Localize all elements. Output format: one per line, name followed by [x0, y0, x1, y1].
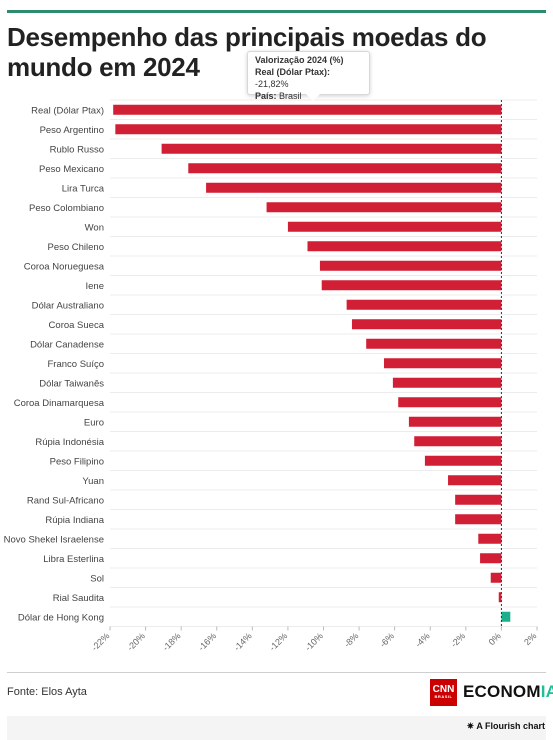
bar[interactable] [498, 592, 502, 603]
tooltip-country-label: País: [255, 91, 277, 101]
bar[interactable] [490, 572, 502, 583]
chart-title: Desempenho das principais moedas do mund… [7, 22, 487, 82]
x-tick-label: -2% [449, 631, 467, 649]
bar[interactable] [480, 553, 502, 564]
category-label: Lira Turca [62, 183, 105, 194]
bar[interactable] [113, 104, 502, 115]
footer-divider [7, 672, 546, 673]
bar[interactable] [346, 299, 502, 310]
source-note: Fonte: Elos Ayta [7, 686, 87, 698]
category-label: Peso Mexicano [39, 164, 104, 175]
bar[interactable] [351, 319, 502, 330]
bar[interactable] [366, 338, 502, 349]
economia-wordmark-accent: IA [540, 682, 553, 701]
bar[interactable] [188, 163, 502, 174]
x-tick-label: -8% [342, 631, 360, 649]
bar[interactable] [398, 397, 502, 408]
bar[interactable] [455, 514, 502, 525]
x-tick-label: -20% [125, 631, 147, 653]
cnn-logo-subtext: BRASIL [434, 694, 453, 699]
x-tick-label: -12% [267, 631, 289, 653]
category-label: Coroa Dinamarquesa [14, 398, 105, 409]
bar[interactable] [307, 241, 502, 252]
bar[interactable] [392, 377, 502, 388]
bar[interactable] [408, 416, 502, 427]
category-label: Rúpia Indonésia [35, 437, 104, 448]
economia-wordmark: ECONOMIA [463, 682, 553, 702]
bar[interactable] [455, 494, 502, 505]
category-label: Novo Shekel Israelense [4, 534, 104, 545]
category-label: Peso Argentino [40, 125, 104, 136]
footer-band [7, 716, 546, 740]
x-tick-label: -6% [378, 631, 396, 649]
category-label: Franco Suíço [48, 359, 105, 370]
category-label: Peso Colombiano [29, 203, 104, 214]
category-label: Peso Chileno [47, 242, 104, 253]
cnn-economia-logo[interactable]: CNN BRASIL ECONOMIA [430, 677, 553, 707]
bar[interactable] [206, 182, 502, 193]
bar[interactable] [478, 533, 502, 544]
tooltip-heading: Valorização 2024 (%) [255, 55, 344, 65]
category-label: Dólar de Hong Kong [18, 612, 104, 623]
category-label: Rial Saudita [53, 593, 105, 604]
category-label: Coroa Norueguesa [24, 261, 105, 272]
bar[interactable] [321, 280, 502, 291]
category-label: Libra Esterlina [43, 554, 104, 565]
category-label: Euro [84, 417, 104, 428]
x-tick-label: -4% [413, 631, 431, 649]
category-label: Rublo Russo [50, 144, 104, 155]
bar[interactable] [115, 124, 502, 135]
bar[interactable] [287, 221, 502, 232]
flourish-attribution[interactable]: ✷ A Flourish chart [467, 721, 545, 732]
x-tick-label: -16% [196, 631, 218, 653]
category-label: Peso Filipino [50, 456, 104, 467]
category-label: Rand Sul-Africano [27, 495, 104, 506]
category-label: Coroa Sueca [49, 320, 105, 331]
bar[interactable] [501, 611, 511, 622]
bar[interactable] [383, 358, 502, 369]
x-tick-label: -14% [232, 631, 254, 653]
bar-chart: Real (Dólar Ptax) Peso Argentino Rublo Rus… [4, 99, 538, 653]
x-tick-label: 0% [487, 631, 503, 647]
category-label: Won [85, 222, 104, 233]
tooltip-arrow [306, 94, 320, 101]
x-tick-label: -22% [89, 631, 111, 653]
category-label: Dólar Canadense [30, 339, 104, 350]
category-label: Dólar Australiano [32, 300, 104, 311]
category-label: Sol [90, 573, 104, 584]
header-accent-rule [7, 10, 546, 13]
category-label: Rúpia Indiana [45, 515, 104, 526]
x-tick-label: -10% [303, 631, 325, 653]
tooltip-row-value: -21,82% [255, 79, 289, 89]
tooltip-row-label: Real (Dólar Ptax): [255, 67, 331, 77]
bar[interactable] [448, 475, 502, 486]
cnn-logo-text: CNN [432, 684, 455, 695]
economia-wordmark-main: ECONOM [463, 682, 541, 701]
x-tick-label: -18% [161, 631, 183, 653]
tooltip-country-value: Brasil [279, 91, 302, 101]
bar[interactable] [319, 260, 502, 271]
x-tick-label: 2% [522, 631, 538, 647]
hover-tooltip: Valorização 2024 (%) Real (Dólar Ptax): … [247, 51, 370, 101]
category-label: Real (Dólar Ptax) [31, 105, 104, 116]
flourish-star-icon: ✷ [466, 721, 477, 731]
flourish-attribution-text: A Flourish chart [476, 721, 545, 731]
cnn-logo-box: CNN BRASIL [430, 678, 457, 706]
category-label: Iene [86, 281, 105, 292]
category-label: Dólar Taiwanês [39, 378, 104, 389]
bar[interactable] [414, 436, 502, 447]
category-label: Yuan [82, 476, 104, 487]
bar[interactable] [161, 143, 502, 154]
bar[interactable] [424, 455, 502, 466]
bar[interactable] [266, 202, 502, 213]
